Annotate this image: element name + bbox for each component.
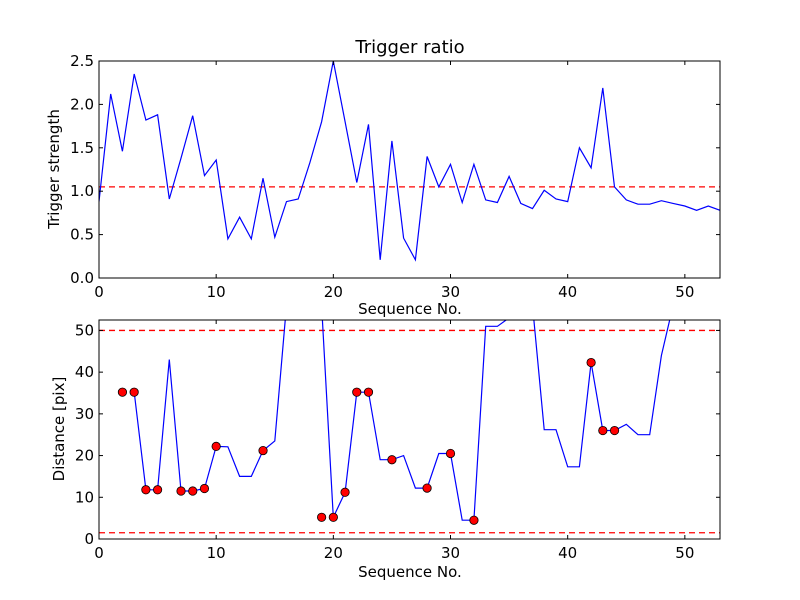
x-tick-label: 30: [441, 544, 460, 562]
x-tick-label: 0: [94, 544, 104, 562]
data-point: [469, 515, 479, 525]
distance-plot-area: 0 10 20 30 40 50 0 10 20 30 40 50: [75, 319, 721, 562]
data-point: [117, 387, 128, 397]
y-tick-label: 1.0: [70, 182, 94, 200]
y-tick-label: 30: [75, 405, 94, 423]
data-point: [422, 483, 432, 493]
x-axis-label: Sequence No.: [358, 563, 462, 581]
chart-title: Trigger ratio: [354, 37, 464, 58]
y-tick-label: 50: [75, 321, 94, 339]
data-point: [445, 448, 456, 459]
x-tick-label: 30: [441, 283, 460, 301]
x-tick-label: 20: [324, 283, 343, 301]
x-tick-label: 10: [207, 544, 226, 562]
x-tick-label: 40: [558, 283, 577, 301]
y-tick-label: 1.5: [70, 139, 94, 157]
plot-content: [99, 61, 720, 262]
data-point: [609, 425, 620, 436]
y-tick-label: 0.5: [70, 226, 94, 244]
data-point: [129, 387, 139, 397]
axes-frame: [98, 319, 721, 540]
y-tick-label: 40: [75, 363, 94, 381]
x-axis-label: Sequence No.: [358, 300, 462, 318]
data-point: [258, 445, 268, 456]
x-tick-label: 40: [558, 544, 577, 562]
x-tick-label: 0: [94, 283, 104, 301]
data-point: [188, 486, 198, 496]
data-point: [317, 512, 327, 522]
data-point: [141, 485, 151, 495]
data-point: [363, 387, 374, 397]
y-tick-label: 2.5: [70, 52, 94, 70]
x-tick-label: 20: [324, 544, 343, 562]
y-tick-label: 0.0: [70, 269, 94, 287]
data-point: [199, 483, 210, 494]
x-tick-label: 50: [675, 544, 694, 562]
trigger-ratio-plot-area: 0 10 20 30 40 50 0.0 0.5 1.0 1.5 2.0 2.5: [70, 52, 721, 301]
data-point: [176, 486, 186, 496]
axes-frame: [98, 60, 721, 279]
series-line: [99, 61, 720, 262]
y-tick-label: 0: [84, 530, 94, 548]
data-point: [328, 512, 338, 522]
data-point: [352, 387, 362, 397]
x-tick-label: 50: [675, 283, 694, 301]
y-tick-label: 10: [75, 488, 94, 506]
y-tick-label: 2.0: [70, 95, 94, 113]
data-point: [340, 487, 350, 497]
y-axis-label: Distance [pix]: [50, 377, 68, 482]
data-point: [586, 357, 596, 368]
x-tick-label: 10: [207, 283, 226, 301]
data-point: [387, 455, 397, 465]
data-point: [598, 425, 608, 436]
data-point: [211, 441, 221, 451]
data-point: [152, 485, 163, 495]
y-tick-label: 20: [75, 447, 94, 465]
y-axis-label: Trigger strength: [45, 109, 63, 230]
trigger-ratio-panel: Trigger ratio 0 10 20 30 40 50 0.0 0.5 1.0 1.5 2.0…: [45, 37, 721, 318]
distance-panel: 0 10 20 30 40 50 0 10 20 30 40 50 Sequence No. Dist…: [50, 319, 721, 581]
